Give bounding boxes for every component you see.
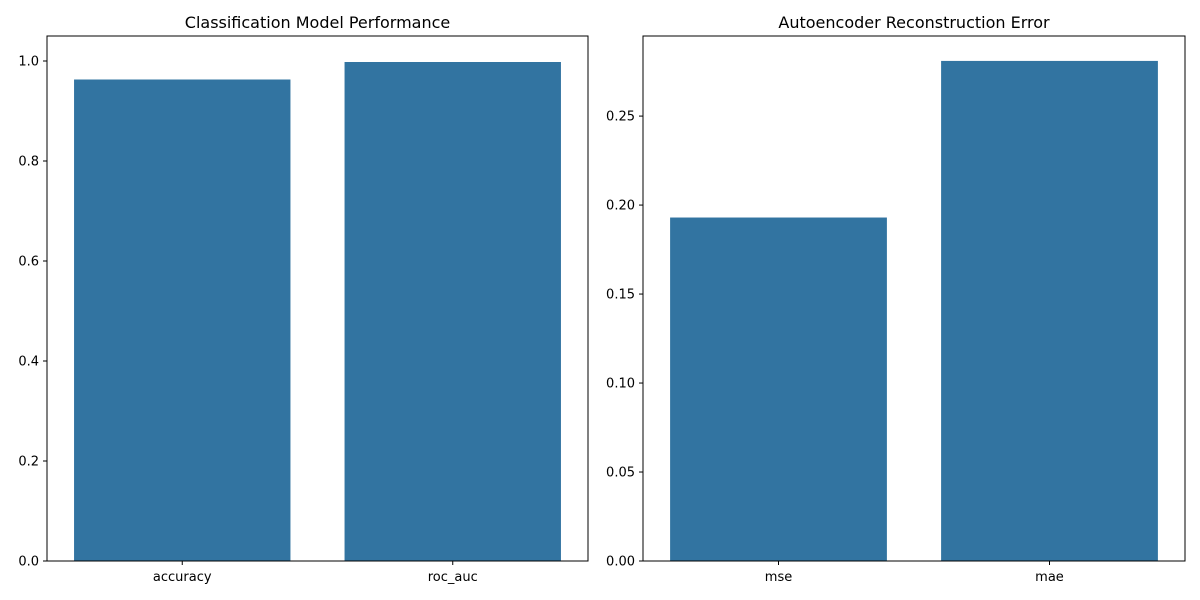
- y-tick-label: 0.15: [606, 288, 635, 303]
- chart-panel-classification: Classification Model Performance 0.00.20…: [18, 13, 589, 585]
- y-tick-label: 0.6: [18, 255, 39, 270]
- axes-frame: [642, 35, 1186, 562]
- y-tick-label: 0.25: [606, 110, 635, 125]
- bar-mae: [941, 60, 1158, 561]
- y-tick-label: 0.4: [18, 355, 39, 370]
- chart-panel-autoencoder: Autoencoder Reconstruction Error 0.000.0…: [606, 13, 1186, 585]
- chart-title: Classification Model Performance: [185, 13, 450, 32]
- y-tick-label: 0.10: [606, 377, 635, 392]
- y-tick-label: 0.00: [606, 555, 635, 570]
- x-tick-label: accuracy: [153, 570, 212, 585]
- y-tick-label: 0.8: [18, 155, 39, 170]
- x-axis: accuracy roc_auc: [153, 561, 478, 585]
- x-tick-label: mae: [1035, 570, 1064, 585]
- bar-mse: [670, 217, 887, 561]
- y-tick-label: 0.2: [18, 455, 39, 470]
- y-tick-label: 1.0: [18, 55, 39, 70]
- y-axis: 0.00 0.05 0.10 0.15 0.20 0.25: [606, 110, 643, 570]
- y-tick-label: 0.20: [606, 199, 635, 214]
- y-axis: 0.0 0.2 0.4 0.6 0.8 1.0: [18, 55, 47, 570]
- bar-accuracy: [74, 79, 291, 561]
- bars-group: [670, 60, 1158, 561]
- x-tick-label: roc_auc: [428, 570, 478, 585]
- x-axis: mse mae: [765, 561, 1064, 585]
- y-tick-label: 0.05: [606, 466, 635, 481]
- y-tick-label: 0.0: [18, 555, 39, 570]
- x-tick-label: mse: [765, 570, 792, 585]
- bar-roc_auc: [344, 62, 561, 561]
- axes-frame: [46, 35, 589, 562]
- chart-title: Autoencoder Reconstruction Error: [778, 13, 1050, 32]
- bars-group: [74, 62, 561, 561]
